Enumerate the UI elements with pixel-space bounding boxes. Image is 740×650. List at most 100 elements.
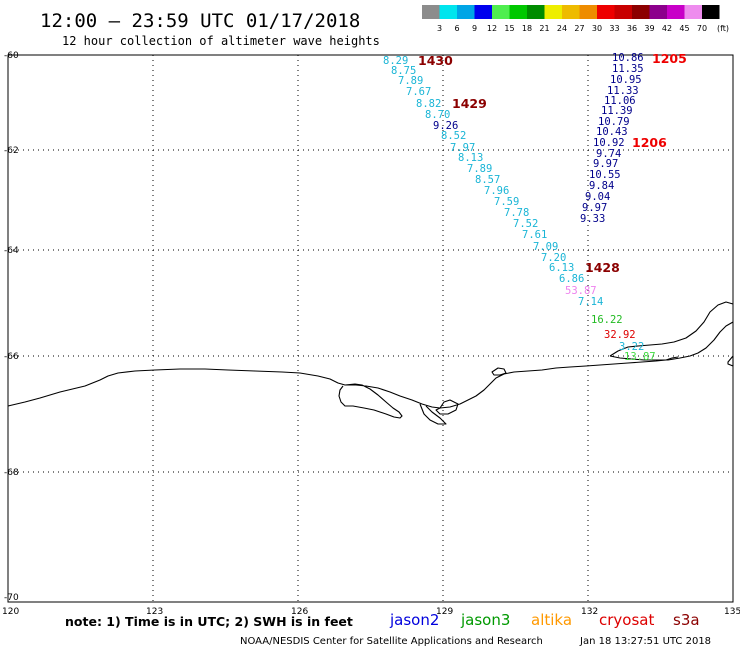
wave-height-observations: 8.298.757.897.678.828.709.268.527.978.13… [383,52,656,363]
scale-tick-label: 42 [662,24,672,33]
wave-height-value: 8.82 [416,98,441,110]
satellite-name-cryosat: cryosat [599,611,654,629]
satellite-name-jason2: jason2 [389,611,439,629]
lon-label: 132 [581,607,598,617]
wave-height-value: 7.97 [450,142,475,154]
wave-height-value: 9.97 [593,158,618,170]
pass-time-labels: 1430 1429 1428 1205 1206 [418,51,687,275]
lat-label: -62 [4,146,19,156]
lat-label: -70 [4,593,19,603]
lat-label: -66 [4,352,19,362]
wave-height-value: 10.55 [589,169,621,181]
scale-swatch [509,5,527,19]
lat-label: -64 [4,246,19,256]
plot-frame [7,54,734,603]
wave-height-value: 11.35 [612,63,644,75]
pass-time-label: 1430 [418,53,453,68]
coastline-main [7,356,679,419]
scale-swatch [649,5,667,19]
wave-height-value: 9.04 [585,191,610,203]
wave-height-value: 10.86 [612,52,644,64]
wave-height-value: 7.09 [533,241,558,253]
wave-height-value: 7.61 [522,229,547,241]
scale-swatch [684,5,702,19]
pass-time-label: 1428 [585,260,620,275]
scale-swatch [457,5,475,19]
scale-tick-label: 3 [437,24,442,33]
coastline-east-edge [727,355,734,367]
scale-swatch [597,5,615,19]
scale-tick-label: 33 [609,24,619,33]
scale-tick-label: 9 [472,24,477,33]
wave-height-value: 9.74 [596,148,621,160]
lon-label: 126 [291,607,308,617]
antarctic-coastline [7,301,734,425]
wave-height-value: 7.67 [406,86,431,98]
wave-height-value: 3.22 [619,341,644,353]
wave-height-value: 9.26 [433,120,458,132]
footer-timestamp: Jan 18 13:27:51 UTC 2018 [579,636,711,647]
wave-height-value: 8.52 [441,130,466,142]
scale-swatch [422,5,440,19]
scale-tick-label: 18 [522,24,532,33]
scale-swatch [439,5,457,19]
scale-swatch [562,5,580,19]
scale-tick-label: 12 [487,24,497,33]
scale-tick-label: 21 [539,24,549,33]
wave-height-value: 8.29 [383,55,408,67]
wave-height-value: 10.43 [596,126,628,138]
footer-note: note: 1) Time is in UTC; 2) SWH is in fe… [65,614,353,629]
wave-height-value: 16.22 [591,314,623,326]
scale-swatch [702,5,720,19]
wave-height-value: 9.97 [582,202,607,214]
wave-height-value: 7.89 [398,75,423,87]
scale-tick-label: 39 [644,24,654,33]
coastline-inlet [419,399,459,425]
scale-tick-label: 15 [504,24,514,33]
wave-height-value: 32.92 [604,329,636,341]
scale-tick-label: 45 [679,24,689,33]
wave-height-value: 8.57 [475,174,500,186]
wave-height-value: 9.84 [589,180,614,192]
scale-tick-label: 36 [627,24,637,33]
wave-height-value: 11.39 [601,105,633,117]
wave-height-value: 10.79 [598,116,630,128]
map-title: 12:00 – 23:59 UTC 01/17/2018 [40,10,360,32]
lat-label: -68 [4,468,19,478]
scale-tick-label: 70 [697,24,707,33]
lon-label: 120 [2,607,19,617]
scale-swatch [527,5,545,19]
scale-tick-label: 6 [454,24,459,33]
wave-height-value: 8.13 [458,152,483,164]
wave-height-value: 7.59 [494,196,519,208]
wave-height-value: 11.06 [604,95,636,107]
lon-label: 129 [436,607,453,617]
scale-swatch [474,5,492,19]
color-scale-legend: 3 6 9 12 15 18 21 24 27 30 33 36 39 42 45 70 [422,5,720,33]
scale-unit-label: (ft) [717,24,729,33]
lon-label: 135 [724,607,740,617]
satellite-name-s3a: s3a [673,611,700,629]
satellite-legend: jason2 jason3 altika cryosat s3a [389,611,700,629]
satellite-name-altika: altika [531,611,572,629]
wave-height-value: 13.87 [624,351,656,363]
scale-swatch [667,5,685,19]
scale-tick-label: 30 [592,24,602,33]
scale-swatch [492,5,510,19]
latitude-labels: -60 -62 -64 -66 -68 -70 [4,51,19,603]
wave-height-value: 7.52 [513,218,538,230]
pass-time-label: 1206 [632,135,667,150]
wave-height-value: 9.33 [580,213,605,225]
scale-tick-label: 27 [574,24,584,33]
footer-credit: NOAA/NESDIS Center for Satellite Applica… [240,636,543,647]
scale-swatch [632,5,650,19]
map-subtitle: 12 hour collection of altimeter wave hei… [62,34,380,48]
wave-height-value: 10.92 [593,137,625,149]
wave-height-value: 10.95 [610,74,642,86]
pass-time-label: 1429 [452,96,487,111]
coastline-small-island [491,367,507,376]
scale-swatch [614,5,632,19]
scale-swatch [544,5,562,19]
wave-height-value: 7.96 [484,185,509,197]
